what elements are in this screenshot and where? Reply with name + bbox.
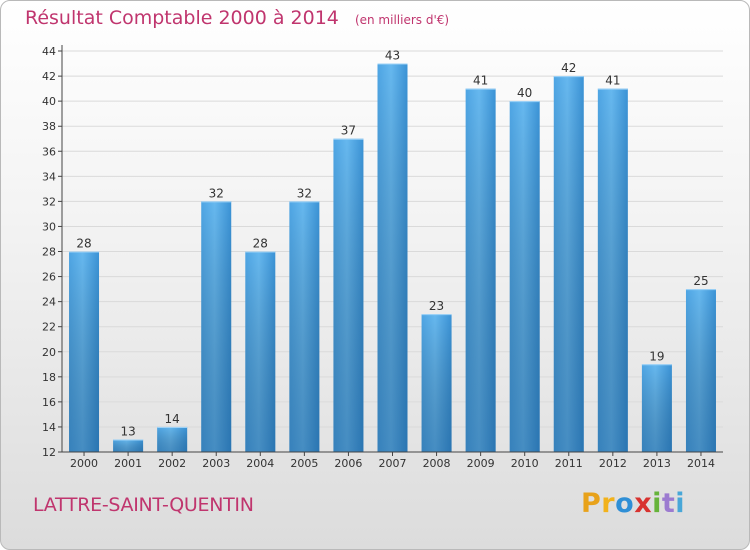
logo-letter: r (601, 488, 616, 519)
bar-value-label: 28 (76, 237, 91, 251)
bar-value-label: 32 (209, 186, 224, 200)
axes-group: 12 14 16 18 20 22 24 26 28 30 32 34 36 38 40 42 44 2000 20… (42, 45, 723, 470)
commune-name: LATTRE-SAINT-QUENTIN (33, 494, 254, 516)
y-tick-label: 16 (42, 396, 56, 409)
x-tick-label: 2011 (555, 457, 583, 470)
y-tick-label: 44 (42, 45, 56, 58)
y-tick-label: 20 (42, 346, 56, 359)
bar-value-label: 42 (561, 61, 576, 75)
bars-group: 28 13 14 32 28 32 37 43 23 41 40 42 41 19 25 (69, 49, 716, 452)
bar-value-label: 43 (385, 49, 400, 63)
bar-shade (685, 289, 716, 452)
bar-value-label: 41 (473, 74, 488, 88)
bar-shade (641, 364, 672, 452)
bar-value-label: 41 (605, 74, 620, 88)
bar-value-label: 32 (297, 186, 312, 200)
bar-shade (157, 426, 188, 452)
x-tick-label: 2010 (511, 457, 539, 470)
bar-value-label: 13 (120, 424, 135, 438)
y-tick-label: 18 (42, 371, 56, 384)
x-tick-label: 2012 (599, 457, 627, 470)
bar-shade (553, 76, 584, 452)
y-tick-label: 36 (42, 145, 56, 158)
x-tick-label: 2007 (379, 457, 407, 470)
bar-shade (69, 251, 100, 452)
x-tick-label: 2013 (643, 457, 671, 470)
x-tick-label: 2004 (246, 457, 274, 470)
y-tick-label: 30 (42, 220, 56, 233)
logo-letter: t (661, 488, 676, 519)
x-tick-label: 2005 (290, 457, 318, 470)
y-tick-label: 24 (42, 296, 56, 309)
bar-shade (333, 138, 364, 452)
bar-value-label: 14 (165, 412, 180, 426)
bar-shade (245, 251, 276, 452)
bar-shade (597, 88, 628, 452)
x-tick-label: 2006 (334, 457, 362, 470)
logo-letter: o (615, 488, 635, 519)
y-tick-label: 14 (42, 421, 56, 434)
bar-shade (377, 63, 408, 452)
bar-value-label: 23 (429, 299, 444, 313)
logo-letter: P (581, 488, 602, 519)
y-tick-label: 40 (42, 95, 56, 108)
bar-value-label: 37 (341, 124, 356, 138)
logo-letter: i (675, 488, 686, 519)
x-tick-label: 2008 (423, 457, 451, 470)
bar-shade (289, 201, 320, 452)
x-tick-label: 2014 (687, 457, 715, 470)
proxiti-logo: Proxiti (581, 488, 685, 519)
logo-letter: x (634, 488, 653, 519)
bar-value-label: 25 (693, 274, 708, 288)
bar-shade (113, 439, 144, 452)
y-tick-label: 26 (42, 271, 56, 284)
bar-shade (509, 101, 540, 452)
bar-shade (465, 88, 496, 452)
y-tick-label: 42 (42, 70, 56, 83)
subtitle-text: (en milliers d'€) (354, 13, 450, 27)
y-tick-label: 22 (42, 321, 56, 334)
title-text: Résultat Comptable 2000 à 2014 (25, 7, 339, 29)
y-tick-label: 12 (42, 446, 56, 459)
y-tick-label: 28 (42, 246, 56, 259)
bar-shade (421, 314, 452, 452)
y-tick-label: 38 (42, 120, 56, 133)
chart-title: Résultat Comptable 2000 à 2014 (en milli… (25, 7, 449, 29)
x-tick-label: 2003 (202, 457, 230, 470)
logo-letter: i (652, 488, 662, 519)
x-tick-label: 2000 (70, 457, 98, 470)
x-tick-label: 2009 (467, 457, 495, 470)
x-tick-label: 2002 (158, 457, 186, 470)
y-tick-label: 34 (42, 170, 56, 183)
bar-value-label: 19 (649, 349, 664, 363)
y-tick-label: 32 (42, 195, 56, 208)
bar-value-label: 28 (253, 237, 268, 251)
bar-shade (201, 201, 232, 452)
bar-value-label: 40 (517, 86, 532, 100)
x-tick-label: 2001 (114, 457, 142, 470)
